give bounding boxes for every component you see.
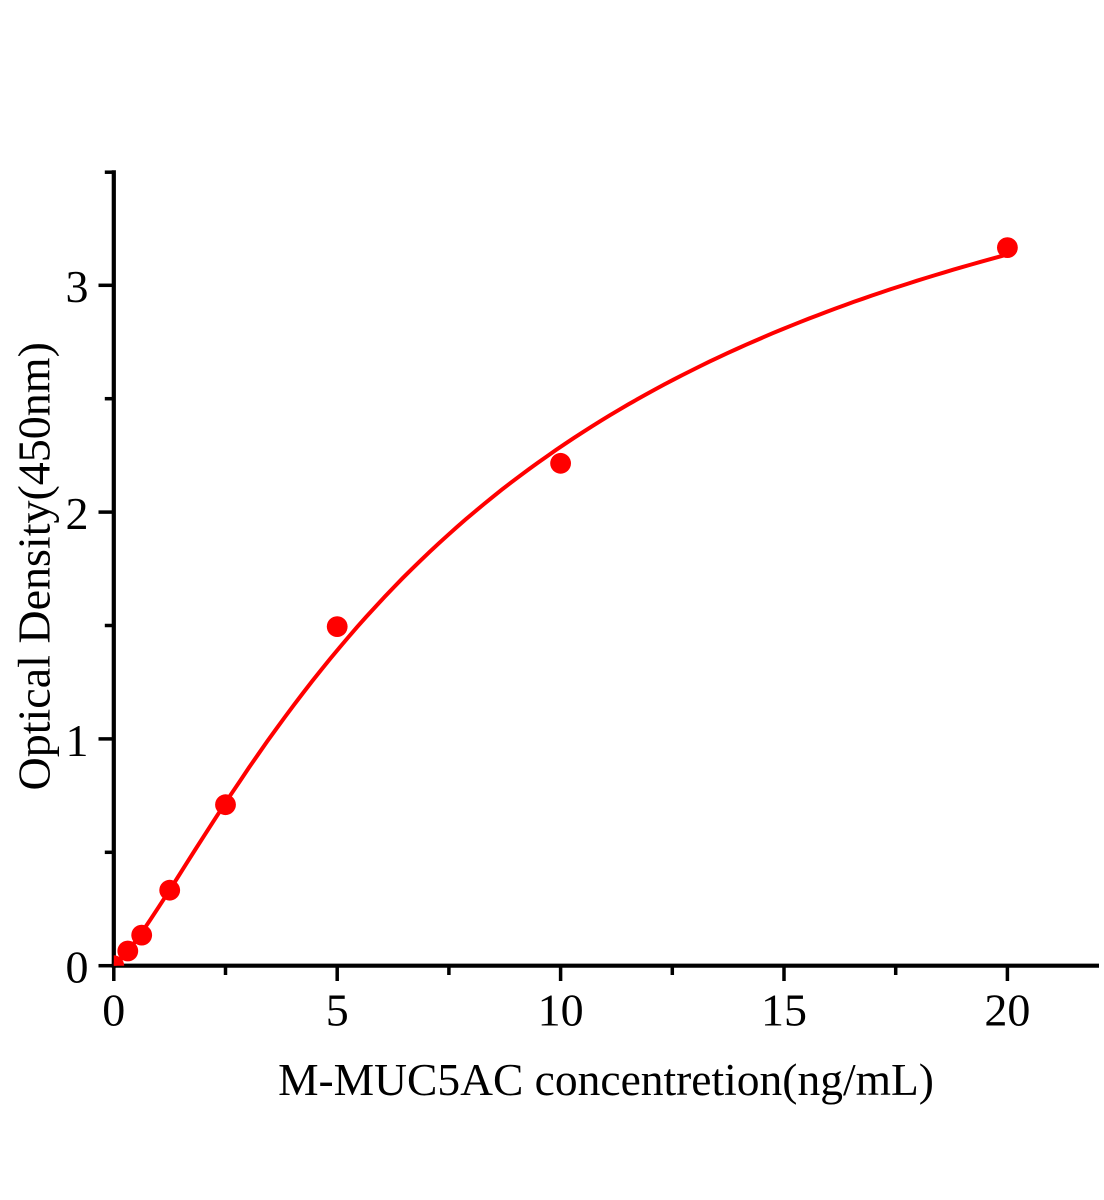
svg-text:3: 3: [66, 261, 89, 312]
svg-text:M-MUC5AC concentretion(ng/mL): M-MUC5AC concentretion(ng/mL): [278, 1054, 934, 1105]
svg-text:0: 0: [102, 985, 125, 1036]
svg-text:Optical Density(450nm): Optical Density(450nm): [9, 342, 60, 790]
svg-text:1: 1: [66, 715, 89, 766]
svg-text:5: 5: [326, 985, 349, 1036]
svg-text:15: 15: [761, 985, 807, 1036]
svg-text:10: 10: [538, 985, 584, 1036]
svg-text:2: 2: [66, 488, 89, 539]
svg-text:20: 20: [984, 985, 1030, 1036]
svg-text:0: 0: [66, 942, 89, 993]
